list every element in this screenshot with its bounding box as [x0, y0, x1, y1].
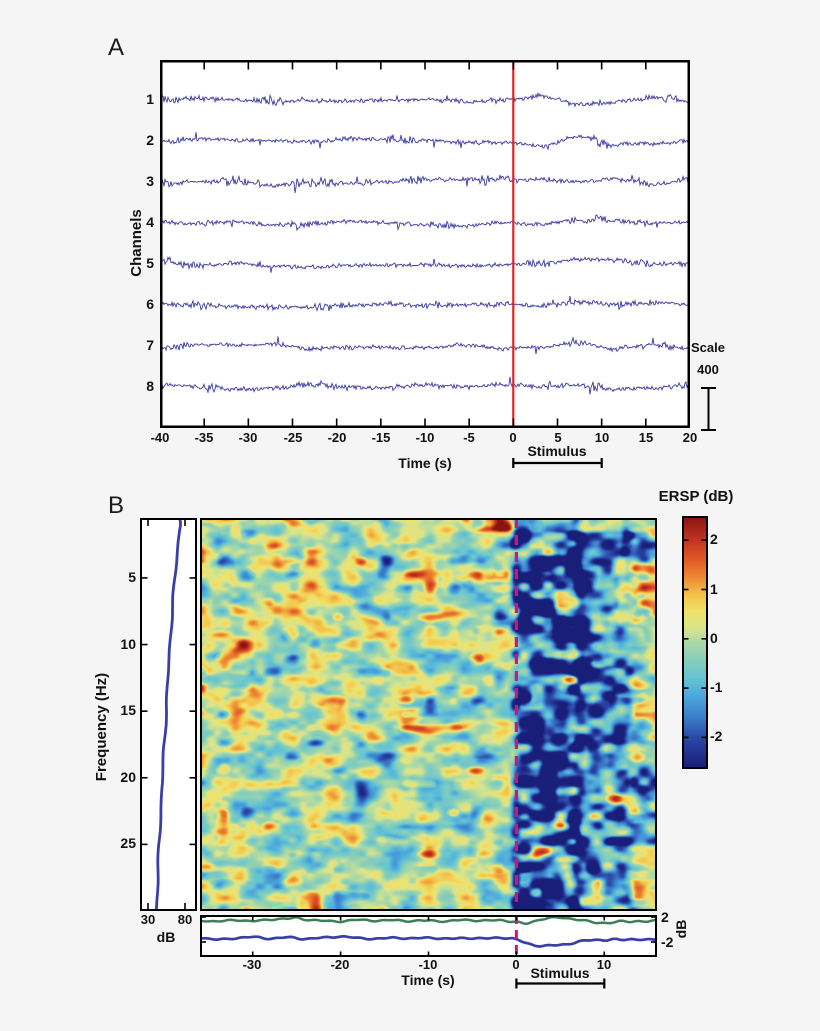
freq-tick-label: 25: [120, 835, 136, 851]
stimulus-onset-dashed-line: [200, 518, 657, 911]
panel-b-xtick: 10: [596, 957, 612, 972]
ersp-heatmap-canvas: [200, 518, 657, 911]
panel-a-xtick: 15: [638, 430, 654, 445]
colorbar-title: ERSP (dB): [658, 488, 734, 505]
panel-b-xtick: 0: [512, 957, 520, 972]
eeg-traces-plot: [160, 60, 690, 428]
freq-tick-label: 20: [120, 769, 136, 785]
erp-ytick: 2: [661, 909, 669, 925]
channel-label-5: 5: [146, 255, 154, 271]
panel-a-xtick: 5: [554, 430, 562, 445]
panel-b-label: B: [108, 492, 125, 519]
panel-b-xlabel: Time (s): [401, 972, 455, 988]
panel-a-xtick: -25: [283, 430, 303, 445]
channel-label-6: 6: [146, 296, 154, 312]
spectrum-xtick: 80: [177, 912, 193, 927]
colorbar-tick-label: 2: [710, 531, 718, 547]
scale-value: 400: [697, 362, 719, 377]
panel-a-xtick: -10: [415, 430, 435, 445]
panel-a-xtick: -15: [371, 430, 391, 445]
panel-a-stimulus-label: Stimulus: [527, 443, 587, 459]
panel-a-label: A: [108, 34, 125, 61]
channel-label-2: 2: [146, 132, 154, 148]
channel-label-7: 7: [146, 337, 154, 353]
colorbar: [682, 516, 708, 769]
spectrum-x-unit: dB: [156, 929, 176, 945]
panel-a-xlabel: Time (s): [398, 455, 452, 471]
panel-a-xtick: 10: [594, 430, 610, 445]
eeg-plot-area: [160, 60, 690, 428]
baseline-spectrum-plot: [140, 518, 197, 911]
erp-y-unit: dB: [673, 919, 689, 939]
freq-tick-label: 5: [128, 569, 136, 585]
colorbar-tick-label: -2: [710, 728, 723, 744]
freq-tick-label: 10: [120, 636, 136, 652]
panel-b-xtick: -10: [418, 957, 438, 972]
scale-title: Scale: [691, 340, 725, 355]
erp-envelope-plot-area: [200, 915, 657, 957]
channel-label-1: 1: [146, 91, 154, 107]
freq-tick-label: 15: [120, 702, 136, 718]
panel-a-stimulus-bracket: [512, 458, 603, 468]
panel-b-stimulus-label: Stimulus: [530, 965, 590, 981]
panel-a-xtick: -40: [150, 430, 170, 445]
panel-b-stimulus-bracket: [515, 978, 606, 989]
ersp-plot-area: [200, 518, 657, 911]
baseline-spectrum-plot-area: [140, 518, 197, 911]
panel-a-xtick: -35: [194, 430, 214, 445]
panel-a-xtick: -5: [463, 430, 475, 445]
panel-a-xtick: 0: [509, 430, 517, 445]
erp-ytick: -2: [661, 934, 674, 950]
scale-bar: [701, 387, 716, 431]
channel-label-3: 3: [146, 173, 154, 189]
colorbar-tick-label: -1: [710, 679, 723, 695]
colorbar-tick-label: 0: [710, 630, 718, 646]
colorbar-ticks: [684, 539, 706, 739]
panel-b-xtick: -30: [242, 957, 262, 972]
channel-label-8: 8: [146, 378, 154, 394]
channel-label-4: 4: [146, 214, 154, 230]
panel-a-xtick: 20: [682, 430, 698, 445]
panel-b-xtick: -20: [330, 957, 350, 972]
panel-b-ylabel: Frequency (Hz): [93, 672, 110, 782]
panel-a-xtick: -20: [327, 430, 347, 445]
colorbar-tick-label: 1: [710, 581, 718, 597]
erp-envelope-plot: [200, 915, 657, 957]
spectrum-xtick: 30: [140, 912, 156, 927]
panel-a-xtick: -30: [238, 430, 258, 445]
